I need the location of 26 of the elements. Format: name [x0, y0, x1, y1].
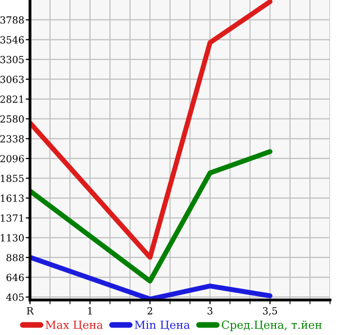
- y-tick-label: 2096: [0, 154, 24, 162]
- line-series: [30, 0, 272, 260]
- y-tick-label: 3788: [0, 16, 24, 24]
- y-tick-label: 3063: [0, 76, 24, 84]
- y-tick-label: 1371: [0, 214, 24, 222]
- x-tick-label: R: [26, 307, 34, 314]
- y-tick-label: 2580: [0, 115, 24, 123]
- y-tick-label: 646: [6, 274, 24, 282]
- x-tick-label: 3,5: [263, 307, 277, 316]
- x-tick-label: 3: [208, 307, 212, 314]
- y-tick-label: 1613: [0, 194, 24, 202]
- y-tick-label: 2821: [0, 96, 24, 103]
- legend-label: Max Цена: [46, 320, 103, 331]
- y-tick-label: 3305: [0, 56, 24, 64]
- y-tick-label: 1130: [0, 234, 24, 242]
- legend-label: Min Цена: [134, 320, 190, 331]
- x-tick-label: 2: [148, 307, 152, 314]
- x-tick-label: 1: [88, 307, 92, 314]
- y-tick-label: 1855: [0, 174, 24, 182]
- line-series: [30, 254, 272, 300]
- y-tick-label: 3546: [0, 36, 24, 44]
- y-tick-label: 888: [6, 254, 24, 262]
- line-series: [30, 149, 272, 284]
- y-tick-label: 405: [6, 294, 24, 301]
- y-tick-label: 2338: [0, 135, 24, 142]
- legend-label: Сред.Цена, т.йен: [222, 320, 322, 332]
